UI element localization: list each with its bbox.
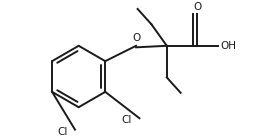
Text: Cl: Cl — [57, 127, 67, 137]
Text: OH: OH — [220, 41, 236, 51]
Text: O: O — [193, 2, 202, 12]
Text: O: O — [132, 33, 140, 43]
Text: Cl: Cl — [121, 115, 132, 125]
